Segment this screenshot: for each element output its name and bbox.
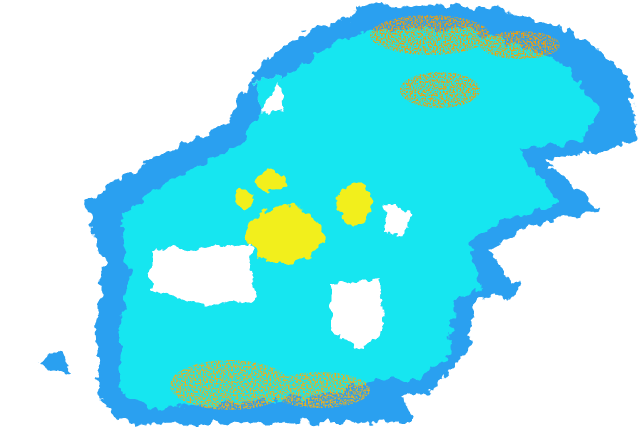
echo-yellow (237, 172, 371, 263)
echo-orange (170, 15, 560, 410)
